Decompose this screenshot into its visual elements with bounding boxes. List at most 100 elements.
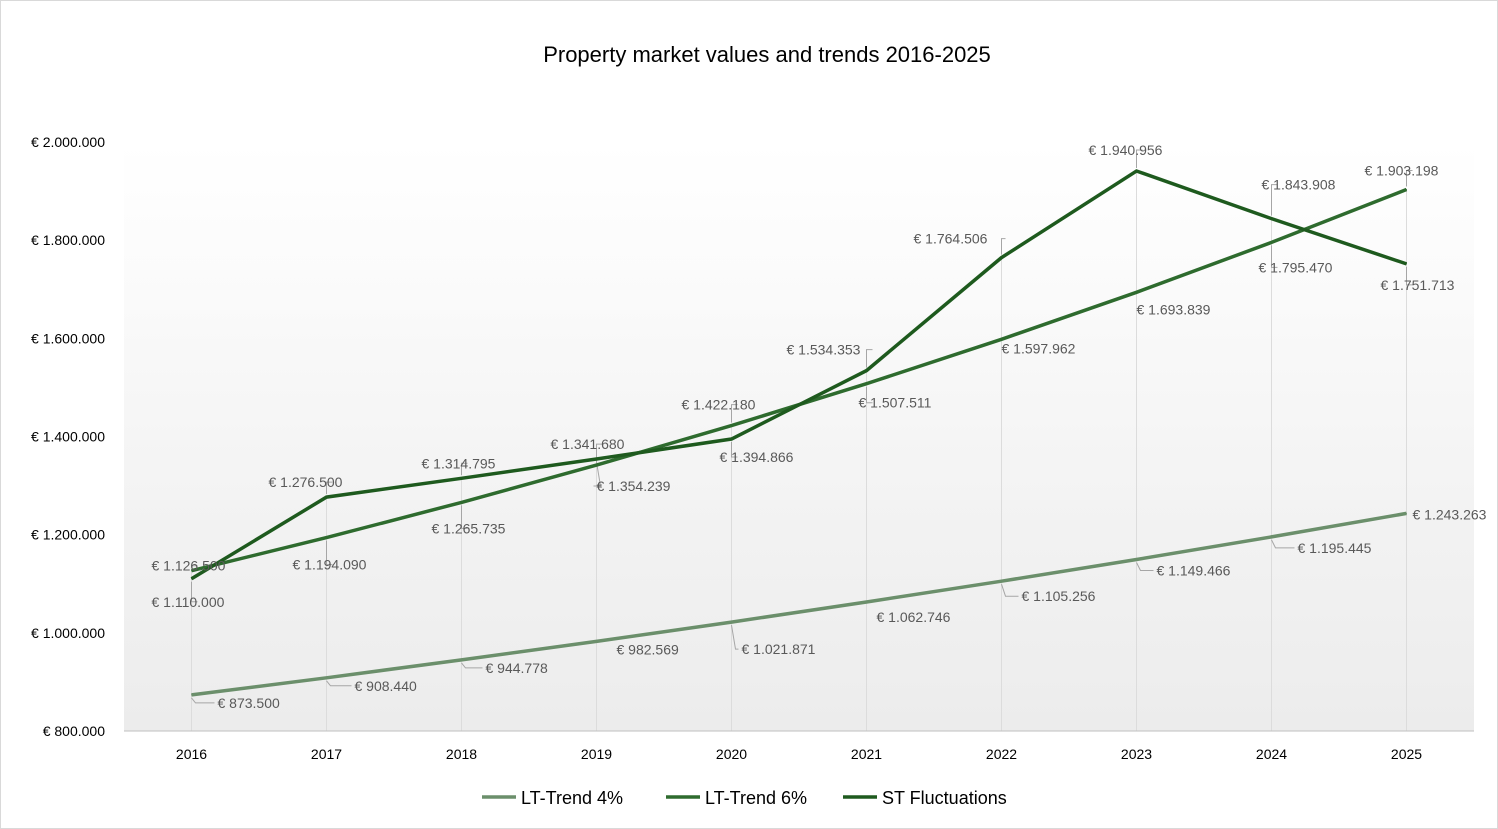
series-lines — [190, 169, 1408, 697]
legend-item[interactable]: LT-Trend 4% — [482, 788, 623, 808]
y-tick-label: € 1.400.000 — [31, 429, 105, 445]
data-point — [1406, 512, 1407, 514]
series-line-2 — [190, 169, 1408, 581]
y-tick-label: € 800.000 — [43, 723, 105, 739]
data-point — [731, 621, 732, 623]
data-labels: € 873.500 € 908.440 € 944.778 € 982.569 € 1.… — [152, 142, 1487, 711]
leader-line — [1001, 238, 1006, 255]
leader-line — [1406, 170, 1413, 187]
leader-line — [191, 697, 215, 704]
data-label: € 1.534.353 — [787, 342, 861, 358]
leader-line — [1271, 245, 1278, 268]
data-point — [1271, 241, 1272, 243]
y-tick-label: € 1.200.000 — [31, 527, 105, 543]
data-label: € 982.569 — [617, 641, 679, 657]
legend-item[interactable]: ST Fluctuations — [843, 788, 1007, 808]
leader-line — [461, 505, 468, 529]
x-tick-label: 2018 — [446, 746, 477, 762]
data-point — [1136, 291, 1137, 293]
leader-line — [191, 565, 198, 568]
data-point — [866, 383, 867, 385]
x-tick-label: 2021 — [851, 746, 882, 762]
data-point — [596, 464, 597, 466]
data-label: € 1.126.500 — [152, 558, 226, 574]
y-tick-label: € 1.800.000 — [31, 232, 105, 248]
leader-line — [596, 443, 603, 463]
leader-line — [191, 581, 198, 603]
x-tick-label: 2022 — [986, 746, 1017, 762]
data-label: € 1.314.795 — [422, 455, 496, 471]
data-point — [1406, 263, 1407, 265]
data-point — [461, 477, 462, 479]
data-point — [461, 501, 462, 503]
leader-line — [593, 461, 602, 487]
y-tick-label: € 1.000.000 — [31, 625, 105, 641]
data-point — [1406, 189, 1407, 191]
data-point — [461, 659, 462, 661]
data-label: € 1.021.871 — [742, 641, 816, 657]
data-label: € 1.751.713 — [1381, 277, 1455, 293]
data-label: € 1.422.180 — [682, 397, 756, 413]
data-label: € 1.354.239 — [597, 478, 671, 494]
data-label: € 1.903.198 — [1365, 163, 1439, 179]
data-label: € 908.440 — [355, 678, 417, 694]
chart-title: Property market values and trends 2016-2… — [543, 42, 991, 67]
data-point — [596, 458, 597, 460]
legend-label: LT-Trend 4% — [521, 788, 623, 808]
leader-line — [866, 386, 873, 404]
leader-line — [326, 680, 352, 687]
x-tick-label: 2020 — [716, 746, 747, 762]
data-point — [731, 425, 732, 427]
leader-line — [1136, 562, 1154, 571]
data-label: € 1.940.956 — [1089, 142, 1163, 158]
leader-line — [731, 404, 738, 423]
legend-label: ST Fluctuations — [882, 788, 1007, 808]
leader-lines — [191, 149, 1413, 704]
data-point — [1001, 580, 1002, 582]
leader-line — [461, 662, 483, 669]
data-label: € 1.149.466 — [1157, 562, 1231, 578]
data-label: € 1.341.680 — [551, 436, 625, 452]
leader-line — [1271, 184, 1278, 216]
data-point — [1001, 257, 1002, 259]
x-tick-label: 2023 — [1121, 746, 1152, 762]
plot-area — [124, 142, 1474, 731]
x-tick-label: 2016 — [176, 746, 207, 762]
data-point — [731, 438, 732, 440]
leader-line — [731, 442, 738, 458]
data-label: € 873.500 — [218, 695, 280, 711]
data-label: € 1.597.962 — [1002, 340, 1076, 356]
legend-label: LT-Trend 6% — [705, 788, 807, 808]
data-label: € 1.243.263 — [1413, 506, 1487, 522]
data-point — [1271, 218, 1272, 220]
data-label: € 1.693.839 — [1137, 301, 1211, 317]
data-label: € 1.062.746 — [877, 609, 951, 625]
legend-item[interactable]: LT-Trend 6% — [666, 788, 807, 808]
data-point — [326, 496, 327, 498]
x-tick-label: 2017 — [311, 746, 342, 762]
data-point — [1001, 338, 1002, 340]
leader-line — [1406, 266, 1413, 286]
y-tick-label: € 1.600.000 — [31, 330, 105, 346]
x-tick-label: 2025 — [1391, 746, 1422, 762]
leader-line — [866, 349, 873, 368]
data-label: € 1.276.500 — [269, 474, 343, 490]
data-label: € 1.195.445 — [1298, 540, 1372, 556]
data-label: € 1.105.256 — [1022, 588, 1096, 604]
data-point — [1136, 558, 1137, 560]
data-label: € 1.265.735 — [432, 520, 506, 536]
data-point — [326, 677, 327, 679]
data-label: € 1.394.866 — [720, 449, 794, 465]
data-label: € 1.795.470 — [1259, 259, 1333, 275]
axes: € 800.000 € 1.000.000 € 1.200.000 € 1.400.0… — [31, 134, 1474, 762]
data-label: € 1.507.511 — [859, 395, 932, 411]
x-tick-label: 2019 — [581, 746, 612, 762]
series-line-0 — [191, 511, 1407, 697]
data-point — [1271, 536, 1272, 538]
legend[interactable]: LT-Trend 4% LT-Trend 6% ST Fluctuations — [482, 788, 1007, 808]
leader-line — [731, 625, 739, 650]
data-point — [326, 537, 327, 539]
data-point — [191, 570, 192, 572]
leader-line — [461, 462, 468, 476]
data-label: € 944.778 — [486, 660, 548, 676]
